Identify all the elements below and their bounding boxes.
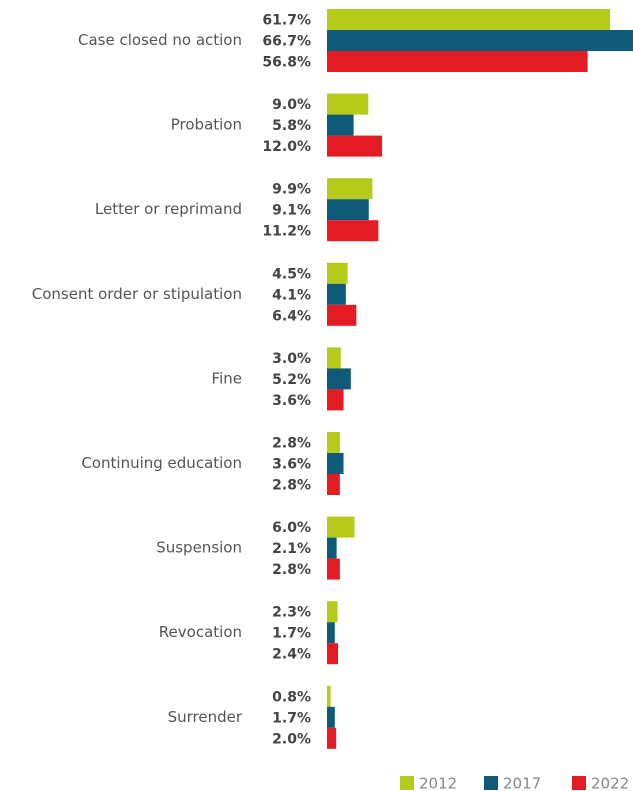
bar	[327, 368, 351, 390]
value-label: 2.4%	[272, 647, 311, 663]
value-label: 9.1%	[272, 203, 311, 219]
value-label: 2.8%	[272, 562, 311, 578]
category-label: Fine	[212, 369, 242, 387]
bar	[327, 51, 588, 72]
bar	[327, 706, 335, 728]
bar	[327, 727, 337, 749]
value-label: 4.1%	[272, 287, 311, 303]
value-label: 2.8%	[272, 478, 311, 494]
bar	[327, 622, 335, 644]
bar	[327, 685, 331, 707]
value-label: 2.8%	[272, 436, 311, 452]
bar	[327, 347, 341, 369]
value-label: 3.6%	[272, 393, 311, 409]
value-label: 6.4%	[272, 308, 311, 324]
bar	[327, 199, 369, 221]
value-label: 2.3%	[272, 605, 311, 621]
bar	[327, 643, 339, 665]
value-label: 5.2%	[272, 372, 311, 388]
bar	[327, 220, 379, 242]
bar	[327, 262, 348, 284]
bar	[327, 474, 340, 495]
category-label: Revocation	[159, 623, 242, 641]
bar	[327, 432, 340, 453]
category-label: Letter or reprimand	[95, 200, 242, 218]
bar	[327, 516, 355, 538]
legend-label: 2012	[419, 775, 457, 791]
value-label: 2.0%	[272, 731, 311, 747]
category-label: Continuing education	[81, 454, 242, 472]
bar	[327, 558, 340, 580]
value-label: 5.8%	[272, 118, 311, 134]
bar	[327, 93, 369, 115]
value-label: 3.6%	[272, 457, 311, 473]
bar	[327, 601, 338, 623]
bar	[327, 537, 337, 559]
value-label: 66.7%	[262, 34, 311, 50]
legend-swatch	[572, 776, 586, 790]
bar	[327, 114, 354, 136]
value-label: 12.0%	[262, 139, 311, 155]
bar	[327, 30, 633, 51]
value-label: 4.5%	[272, 266, 311, 282]
category-label: Suspension	[156, 539, 242, 557]
bar	[327, 283, 346, 305]
value-label: 2.1%	[272, 541, 311, 557]
value-label: 56.8%	[262, 55, 311, 71]
bar	[327, 453, 344, 474]
value-label: 1.7%	[272, 626, 311, 642]
legend-label: 2017	[503, 775, 541, 791]
value-label: 1.7%	[272, 710, 311, 726]
bar	[327, 389, 344, 411]
value-label: 11.2%	[262, 224, 311, 240]
bar	[327, 178, 373, 200]
bar	[327, 135, 383, 157]
value-label: 9.9%	[272, 182, 311, 198]
legend-label: 2022	[591, 775, 629, 791]
legend-swatch	[400, 776, 414, 790]
category-label: Surrender	[168, 708, 243, 726]
value-label: 61.7%	[262, 13, 311, 29]
category-label: Consent order or stipulation	[32, 285, 242, 303]
bar	[327, 304, 357, 326]
value-label: 3.0%	[272, 351, 311, 367]
category-label: Probation	[171, 116, 242, 134]
value-label: 6.0%	[272, 520, 311, 536]
legend-swatch	[484, 776, 498, 790]
value-label: 9.0%	[272, 97, 311, 113]
bar	[327, 9, 611, 30]
category-label: Case closed no action	[78, 31, 242, 49]
value-label: 0.8%	[272, 689, 311, 705]
